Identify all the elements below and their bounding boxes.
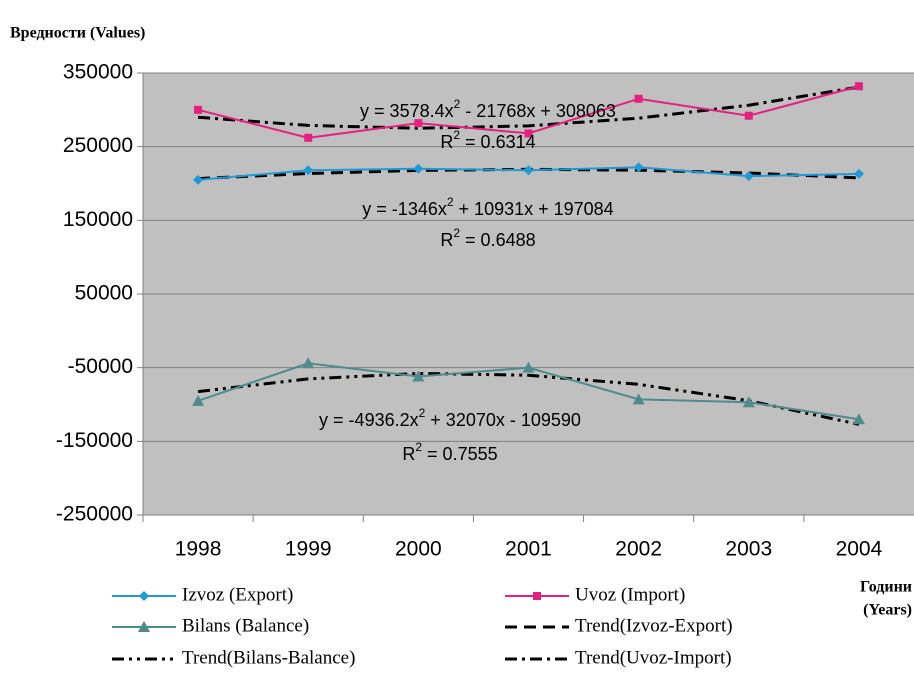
y-tick-label: 350000 [63,61,133,84]
marker [634,94,643,103]
y-tick-label: 150000 [63,208,133,231]
equation-exponent: 2 [454,97,461,111]
legend-label: Trend(Izvoz-Export) [575,615,733,636]
y-axis-title: Вредности (Values) [10,25,145,42]
marker [522,361,535,373]
trend-equation: y = -4936.2x2 + 32070x - 109590 [319,406,581,430]
series-line [197,85,860,130]
y-tick-label: -50000 [68,355,133,378]
marker [414,119,423,128]
marker [303,165,314,176]
x-tick-label: 1998 [175,538,222,561]
marker [742,396,755,408]
equation-exponent: 2 [419,406,426,420]
legend-label: Bilans (Balance) [182,615,309,636]
legend-label: Trend(Uvoz-Import) [575,647,732,668]
marker [523,165,534,176]
marker [744,111,753,120]
x-tick-label: 2003 [725,538,772,561]
x-tick-label: 2000 [395,538,442,561]
marker [194,105,203,114]
equation-exponent: 2 [453,226,460,240]
equation-exponent: 2 [447,195,454,209]
x-axis-title: (Years) [863,602,912,619]
series [197,85,860,130]
legend-marker [139,591,149,601]
equation-text: R [402,444,415,464]
equation-text: = 0.7555 [422,444,498,464]
legend-label: Izvoz (Export) [182,584,293,605]
marker [852,413,865,425]
equation-text: = 0.6314 [460,132,536,152]
marker [192,394,205,406]
marker [524,129,533,138]
equation-text: - 21768x + 308063 [460,101,616,121]
equation-text: y = -1346x [362,199,447,219]
marker [412,370,425,382]
marker [304,133,313,142]
equation-text: + 10931x + 197084 [454,199,614,219]
x-tick-label: 2001 [505,538,552,561]
equation-text: y = -4936.2x [319,410,419,430]
trend-equation: R2 = 0.6488 [440,226,535,250]
trend-equation: y = 3578.4x2 - 21768x + 308063 [360,97,616,121]
x-axis-title: Години [860,579,912,596]
series [194,82,863,142]
equation-text: y = 3578.4x [360,101,454,121]
equation-text: R [440,132,453,152]
trend-equation: R2 = 0.7555 [402,440,497,464]
marker [413,163,424,174]
marker [632,393,645,405]
series [193,162,864,185]
y-tick-label: -250000 [56,503,133,526]
series [192,357,865,425]
trend-equation: R2 = 0.6314 [440,128,535,152]
equation-exponent: 2 [415,440,422,454]
x-tick-label: 2004 [836,538,883,561]
x-tick-label: 1999 [285,538,332,561]
y-tick-label: 250000 [63,134,133,157]
equation-text: + 32070x - 109590 [425,410,581,430]
trend-equation: y = -1346x2 + 10931x + 197084 [362,195,613,219]
legend-marker [533,592,541,600]
x-tick-label: 2002 [615,538,662,561]
legend-label: Uvoz (Import) [575,584,685,605]
y-tick-label: 50000 [75,282,133,305]
equation-exponent: 2 [453,128,460,142]
equation-text: = 0.6488 [460,230,536,250]
marker [854,82,863,91]
marker [193,174,204,185]
y-tick-label: -150000 [56,429,133,452]
marker [853,168,864,179]
marker [302,357,315,369]
marker [633,162,644,173]
equation-text: R [440,230,453,250]
marker [743,171,754,182]
legend-label: Trend(Bilans-Balance) [182,647,355,668]
legend-marker [138,621,150,632]
